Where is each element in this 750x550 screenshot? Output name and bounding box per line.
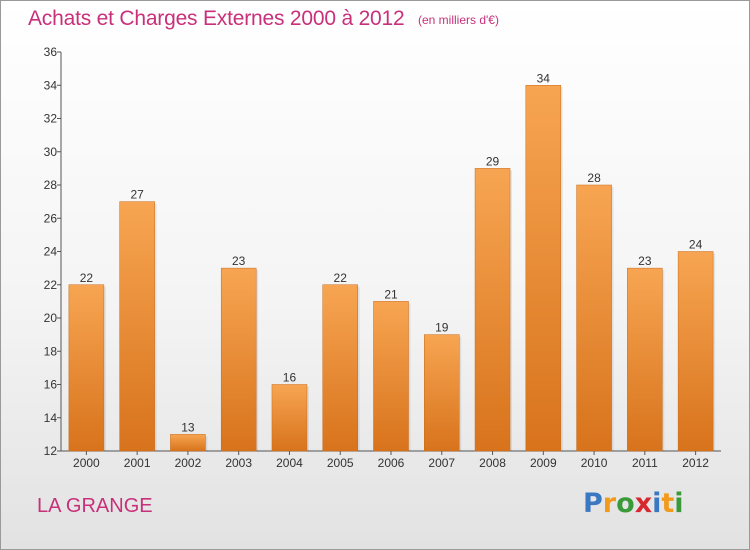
bar [119, 201, 155, 452]
bar [322, 284, 358, 452]
data-label: 13 [181, 420, 195, 434]
commune-name: LA GRANGE [37, 495, 153, 517]
bar [576, 184, 612, 452]
y-tick-label: 26 [44, 211, 58, 225]
y-tick-label: 20 [44, 311, 58, 325]
data-label: 21 [384, 287, 398, 301]
logo-letter: i [674, 488, 684, 519]
x-tick-label: 2012 [682, 456, 709, 470]
bar [373, 301, 409, 452]
x-tick-label: 2011 [632, 456, 658, 470]
data-label: 22 [334, 271, 348, 285]
data-label: 16 [283, 371, 297, 385]
chart-subtitle: (en milliers d'€) [418, 13, 499, 27]
y-tick-label: 32 [44, 112, 58, 126]
logo-letter: i [652, 488, 662, 519]
data-label: 23 [232, 254, 246, 268]
x-tick-label: 2001 [124, 456, 151, 470]
logo-letter: t [661, 488, 675, 519]
logo-letter: x [634, 488, 653, 519]
proxiti-logo: Proxiti [583, 488, 684, 519]
logo-letter: o [616, 488, 635, 519]
bar [627, 267, 663, 452]
x-tick-label: 2004 [276, 456, 303, 470]
chart-title: Achats et Charges Externes 2000 à 2012 [28, 7, 405, 30]
data-label: 27 [130, 188, 144, 202]
y-tick-label: 24 [44, 245, 58, 259]
x-tick-label: 2010 [581, 456, 608, 470]
y-tick-label: 12 [44, 444, 58, 458]
bar [271, 384, 308, 452]
y-tick-label: 22 [44, 278, 58, 292]
data-label: 24 [689, 238, 703, 252]
bar [677, 251, 714, 452]
data-label: 29 [486, 154, 500, 168]
y-tick-label: 16 [44, 378, 58, 392]
value-labels: 22 27 13 23 16 22 21 19 29 34 28 23 24 [80, 71, 703, 434]
x-tick-label: 2002 [175, 456, 202, 470]
bar [220, 267, 257, 452]
x-tick-label: 2006 [378, 456, 405, 470]
data-label: 22 [80, 271, 94, 285]
x-tick-label: 2007 [428, 456, 455, 470]
y-tick-label: 34 [44, 78, 58, 92]
bar [170, 434, 206, 452]
x-tick-label: 2009 [530, 456, 557, 470]
x-tick-label: 2005 [327, 456, 354, 470]
x-tick-label: 2000 [73, 456, 100, 470]
y-tick-label: 14 [44, 411, 58, 425]
bars [68, 85, 716, 452]
x-tick-label: 2008 [479, 456, 506, 470]
data-label: 19 [435, 321, 449, 335]
y-tick-label: 18 [44, 344, 58, 358]
bar [424, 334, 460, 452]
logo-letter: P [583, 488, 603, 519]
bar [68, 284, 105, 452]
logo-letter: r [602, 488, 617, 519]
data-label: 23 [638, 254, 652, 268]
data-label: 28 [587, 171, 601, 185]
bar [525, 85, 562, 452]
y-tick-label: 36 [44, 45, 58, 59]
x-tick-label: 2003 [225, 456, 252, 470]
y-tick-label: 28 [44, 178, 58, 192]
data-label: 34 [537, 71, 551, 85]
bar [474, 168, 511, 452]
y-tick-label: 30 [44, 145, 58, 159]
